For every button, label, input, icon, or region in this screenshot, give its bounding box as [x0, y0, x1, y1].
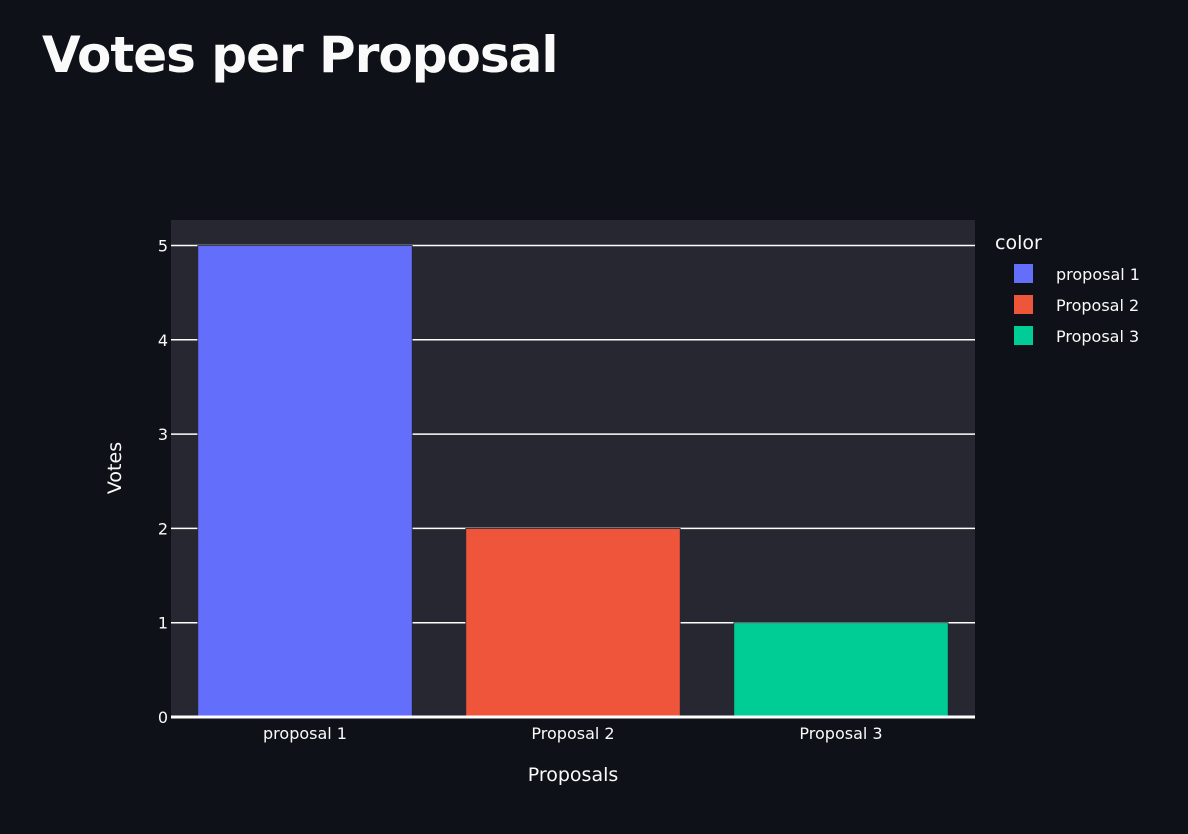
legend-swatch: [1014, 264, 1033, 283]
legend-swatch: [1014, 326, 1033, 345]
page-title: Votes per Proposal: [42, 26, 558, 84]
y-axis-title: Votes: [104, 442, 126, 494]
x-tick-label: proposal 1: [263, 724, 347, 743]
y-tick-label: 5: [158, 236, 168, 255]
legend-label: Proposal 3: [1056, 327, 1139, 346]
y-tick-label: 1: [158, 614, 168, 633]
x-axis-title: Proposals: [528, 764, 619, 786]
y-tick-label: 3: [158, 425, 168, 444]
legend-title: color: [995, 232, 1042, 254]
y-tick-label: 2: [158, 519, 168, 538]
y-tick-label: 4: [158, 331, 168, 350]
bars: [197, 245, 949, 718]
legend-label: Proposal 2: [1056, 296, 1139, 315]
legend-label: proposal 1: [1056, 265, 1140, 284]
bar-3: [733, 622, 949, 718]
legend: proposal 1 Proposal 2 Proposal 3: [1014, 264, 1140, 346]
x-tick-label: Proposal 2: [531, 724, 614, 743]
y-tick-label: 0: [158, 708, 168, 727]
bar-1: [197, 245, 413, 718]
legend-swatch: [1014, 295, 1033, 314]
x-tick-labels: proposal 1 Proposal 2 Proposal 3: [263, 724, 883, 743]
y-tick-labels: 0 1 2 3 4 5: [158, 236, 168, 727]
x-tick-label: Proposal 3: [799, 724, 882, 743]
bar-2: [465, 527, 681, 718]
